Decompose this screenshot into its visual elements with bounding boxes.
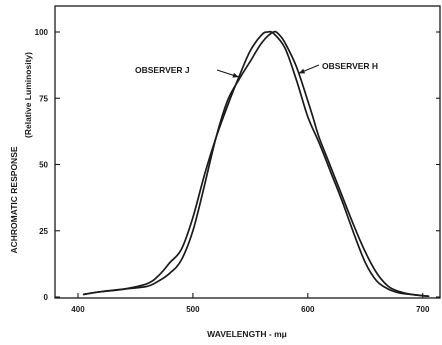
y-tick-label: 0 <box>44 293 49 302</box>
y-axis-title: ACHROMATIC RESPONSE <box>9 146 19 253</box>
y-tick-label: 100 <box>35 28 49 37</box>
x-tick-label: 600 <box>301 305 315 314</box>
annotation-group: OBSERVER J OBSERVER H <box>135 61 378 78</box>
x-tick-label: 400 <box>71 305 85 314</box>
y-tick-label: 75 <box>39 94 48 103</box>
series-line-observer-j <box>82 30 430 298</box>
annotation-label: OBSERVER H <box>322 61 378 71</box>
annotation-label: OBSERVER J <box>135 65 190 75</box>
x-axis-title: WAVELENGTH - mμ <box>207 329 287 339</box>
series-group <box>82 30 430 298</box>
y-tick-label: 25 <box>39 227 48 236</box>
x-tick-label: 700 <box>416 305 430 314</box>
annotation-arrowhead <box>298 68 306 74</box>
series-line-observer-h <box>82 30 430 298</box>
tick-group: 0 25 50 75 100 400 500 600 700 <box>35 28 440 314</box>
x-tick-label: 500 <box>186 305 200 314</box>
plot-frame <box>54 5 441 299</box>
annotation-arrowhead <box>232 72 239 78</box>
y-tick-label: 50 <box>39 161 48 170</box>
y-axis-subtitle: (Relative Luminosity) <box>23 52 33 138</box>
